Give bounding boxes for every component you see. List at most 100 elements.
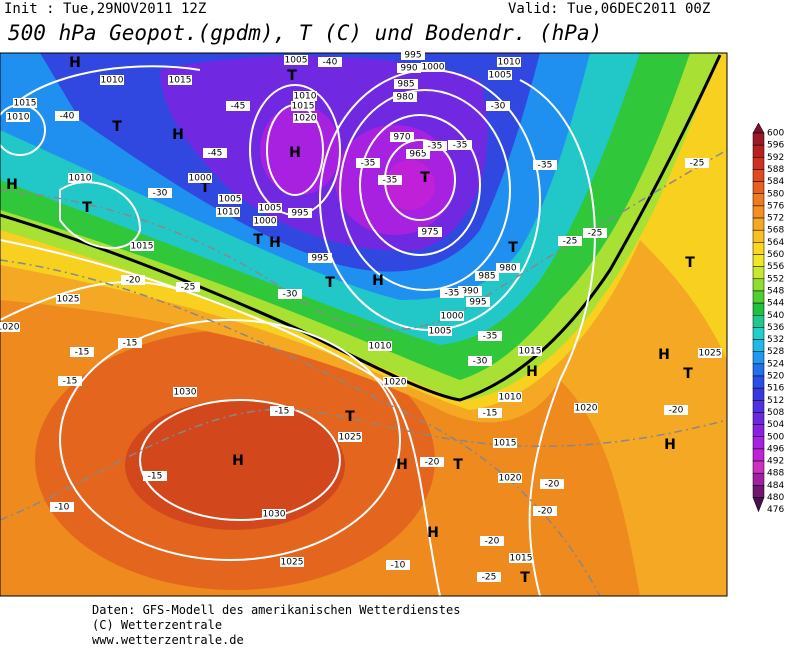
- colorbar-label: 592: [767, 153, 784, 163]
- pressure-center: T: [112, 119, 122, 135]
- isobar-label: 1005: [259, 204, 282, 214]
- isobar-label: 1020: [294, 114, 317, 124]
- pressure-center: H: [289, 145, 301, 161]
- temperature-label: -40: [323, 58, 338, 68]
- colorbar-swatch: [752, 157, 765, 170]
- isobar-label: 1020: [499, 474, 522, 484]
- temperature-label-bg: [448, 140, 472, 150]
- isobar-label: 1005: [219, 195, 242, 205]
- isobar-label-bg: [216, 207, 240, 217]
- pressure-center: T: [287, 68, 297, 84]
- isobar-label-bg: [574, 403, 598, 413]
- isobar-label-bg: [173, 387, 197, 397]
- isobar-label-bg: [496, 263, 520, 273]
- isobar-label: 1010: [69, 174, 92, 184]
- isobar-label-bg: [130, 241, 154, 251]
- temperature-label: -35: [445, 289, 460, 299]
- isobar-label: 1015: [494, 439, 517, 449]
- colorbar-label: 596: [767, 141, 784, 151]
- colorbar-swatch: [752, 315, 765, 328]
- isobar-label: 1005: [489, 71, 512, 81]
- isobar-label-bg: [421, 62, 445, 72]
- isotherm: [0, 259, 601, 596]
- temperature-label-bg: [420, 457, 444, 467]
- colorbar-label: 480: [767, 493, 784, 503]
- temperature-label: -25: [482, 573, 497, 583]
- colorbar-swatch: [752, 254, 765, 267]
- temperature-label: -20: [126, 276, 141, 286]
- isobar-label: 1005: [285, 56, 308, 66]
- colorbar-swatch: [752, 266, 765, 280]
- temperature-label-bg: [664, 405, 688, 415]
- isobar-label-bg: [280, 557, 304, 567]
- footer-line: Daten: GFS-Modell des amerikanischen Wet…: [92, 603, 460, 617]
- temperature-label-bg: [386, 560, 410, 570]
- temperature-label-bg: [143, 471, 167, 481]
- pressure-center: H: [6, 177, 18, 193]
- temperature-label: -35: [453, 141, 468, 151]
- isobar-label-bg: [284, 55, 308, 65]
- temperature-label-bg: [121, 275, 145, 285]
- isobar-label-bg: [475, 271, 499, 281]
- colorbar-swatch: [752, 242, 765, 255]
- temperature-label: -15: [275, 407, 290, 417]
- isobar-label: 1000: [254, 217, 277, 227]
- colorbar-cap: [752, 497, 765, 513]
- colorbar-swatch: [752, 327, 765, 340]
- isobar-label-bg: [168, 75, 192, 85]
- isobar-label-bg: [401, 50, 425, 60]
- temperature-label: -30: [283, 290, 298, 300]
- temperature-label-bg: [533, 160, 557, 170]
- isobar-label-bg: [509, 553, 533, 563]
- colorbar-cap: [752, 122, 765, 134]
- temperature-label-bg: [468, 356, 492, 366]
- isobar: [59, 319, 401, 561]
- colorbar-label: 488: [767, 469, 784, 479]
- isobar-label-bg: [458, 286, 482, 296]
- isobar: [0, 280, 181, 321]
- pressure-center: H: [372, 273, 384, 289]
- colorbar-swatch: [752, 400, 765, 413]
- temperature-label-bg: [378, 175, 402, 185]
- temperature-label-bg: [533, 506, 557, 516]
- isobar-label: 1010: [101, 76, 124, 86]
- colorbar-label: 520: [767, 372, 784, 382]
- isobar-label-bg: [518, 346, 542, 356]
- colorbar-swatch: [752, 181, 765, 195]
- pressure-center: T: [82, 200, 92, 216]
- temperature-label: -20: [425, 458, 440, 468]
- temperature-label: -30: [153, 189, 168, 199]
- colorbar-label: 492: [767, 457, 784, 467]
- colorbar-swatch: [752, 169, 765, 182]
- isobar-label-bg: [418, 227, 442, 237]
- temperature-label-bg: [477, 572, 501, 582]
- isobar-label-bg: [253, 216, 277, 226]
- temperature-label: -20: [485, 537, 500, 547]
- temperature-label-bg: [685, 158, 709, 168]
- colorbar-swatch: [752, 193, 765, 207]
- temperature-label: -15: [75, 348, 90, 358]
- isobar-label-bg: [498, 473, 522, 483]
- isobar-label-bg: [488, 70, 512, 80]
- colorbar-label: 544: [767, 299, 784, 309]
- isobar-label: 1020: [0, 323, 20, 333]
- temperature-label-bg: [583, 228, 607, 238]
- isobar-label: 1025: [281, 558, 304, 568]
- isobar-label: 985: [478, 272, 495, 282]
- pressure-center: H: [69, 55, 81, 71]
- isobar-label-bg: [466, 297, 490, 307]
- isobar-label: 995: [469, 298, 486, 308]
- isobar-label: 1010: [7, 113, 30, 123]
- temperature-label-bg: [70, 347, 94, 357]
- isobar-label: 1030: [263, 510, 286, 520]
- temperature-label: -35: [428, 142, 443, 152]
- isobar-label-bg: [383, 377, 407, 387]
- colorbar-label: 548: [767, 286, 784, 296]
- pressure-center: T: [453, 457, 463, 473]
- colorbar-swatch: [752, 448, 765, 462]
- colorbar-swatch: [752, 424, 765, 438]
- isobar-label-bg: [188, 173, 212, 183]
- colorbar-swatch: [752, 339, 765, 352]
- isobar-label-bg: [100, 75, 124, 85]
